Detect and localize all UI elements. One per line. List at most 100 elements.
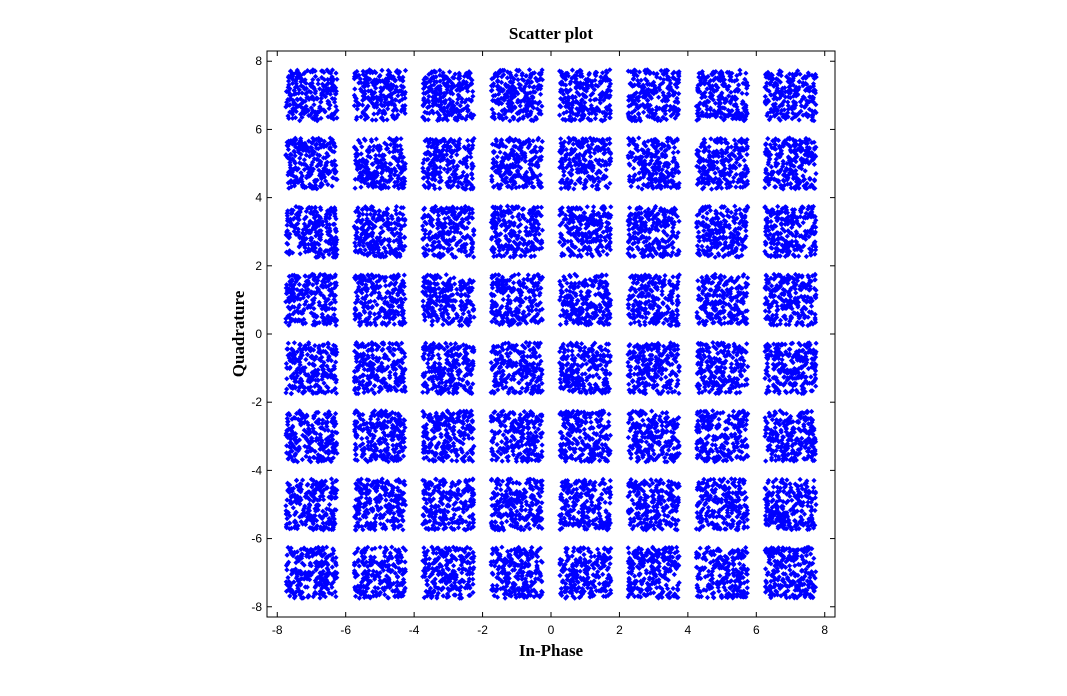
data-point — [287, 412, 293, 418]
data-point — [296, 410, 302, 416]
data-point — [313, 481, 319, 487]
data-point — [295, 493, 301, 499]
data-point — [313, 508, 319, 514]
data-point — [306, 340, 312, 346]
data-point — [326, 521, 332, 527]
data-point — [313, 354, 319, 360]
data-point — [318, 440, 325, 446]
data-point — [325, 567, 331, 573]
data-point — [313, 382, 319, 388]
data-point — [288, 436, 294, 442]
data-point — [297, 362, 303, 368]
data-point — [323, 574, 329, 580]
data-point — [308, 345, 314, 351]
data-point — [296, 388, 302, 394]
data-point — [311, 413, 317, 419]
data-point — [299, 551, 305, 557]
data-point — [331, 520, 337, 526]
data-point — [296, 437, 303, 443]
data-point — [297, 582, 303, 588]
data-point — [286, 584, 292, 590]
data-point — [325, 455, 331, 461]
data-point — [291, 340, 297, 346]
data-point — [319, 421, 325, 427]
data-point — [307, 441, 313, 447]
data-point — [329, 591, 335, 597]
data-point — [315, 420, 321, 426]
data-point — [324, 371, 330, 377]
data-point — [315, 503, 321, 509]
data-point — [287, 593, 293, 599]
data-point — [322, 594, 328, 600]
data-point — [309, 370, 315, 376]
data-point — [332, 576, 338, 582]
data-point — [304, 517, 310, 523]
data-point — [306, 554, 312, 560]
data-point — [327, 292, 333, 298]
data-point — [315, 497, 321, 503]
data-point — [317, 588, 323, 594]
data-point — [301, 368, 307, 374]
data-point — [298, 377, 304, 383]
data-point — [284, 443, 290, 449]
data-point — [312, 367, 318, 374]
data-point — [297, 384, 303, 390]
data-point — [329, 389, 335, 395]
data-point — [295, 523, 301, 529]
data-point — [285, 418, 291, 425]
data-point — [331, 421, 337, 428]
data-point — [312, 589, 318, 595]
data-point — [290, 553, 296, 559]
data-point — [290, 457, 296, 463]
data-point — [302, 503, 308, 509]
data-point — [283, 503, 289, 509]
data-point — [294, 370, 300, 376]
data-point — [319, 376, 325, 382]
data-point — [306, 489, 312, 495]
data-point — [305, 378, 311, 384]
data-point — [302, 415, 308, 421]
data-point — [323, 443, 329, 450]
data-point — [315, 367, 321, 373]
data-point — [319, 558, 325, 565]
data-point — [283, 361, 289, 367]
data-point — [285, 480, 291, 486]
data-point — [321, 360, 327, 366]
data-point — [320, 366, 327, 372]
data-point — [316, 343, 322, 349]
data-point — [305, 449, 311, 455]
data-point — [306, 508, 313, 514]
plot-background — [267, 51, 835, 617]
data-point — [299, 456, 305, 463]
data-point — [317, 570, 323, 576]
data-point — [287, 351, 293, 357]
data-point — [291, 371, 297, 377]
data-point — [319, 585, 325, 591]
data-point — [319, 354, 325, 360]
data-point — [291, 286, 297, 292]
data-point — [313, 438, 319, 444]
data-point — [320, 417, 326, 423]
data-point — [320, 527, 326, 533]
data-point — [285, 488, 291, 494]
data-point — [287, 440, 293, 446]
data-point — [325, 341, 331, 347]
data-point — [327, 412, 333, 418]
data-point — [330, 555, 336, 561]
data-point — [290, 567, 296, 574]
data-point — [315, 349, 322, 355]
data-point — [298, 571, 304, 577]
data-point — [312, 550, 318, 556]
data-point — [304, 514, 310, 520]
data-point — [321, 590, 327, 596]
data-point — [288, 373, 294, 379]
data-point — [284, 386, 290, 392]
data-point — [301, 505, 307, 511]
data-point — [288, 581, 294, 587]
data-point — [295, 585, 301, 591]
data-point — [325, 441, 331, 447]
data-point — [315, 371, 321, 377]
data-point — [320, 362, 326, 368]
data-point — [331, 376, 337, 382]
data-point — [309, 422, 315, 429]
